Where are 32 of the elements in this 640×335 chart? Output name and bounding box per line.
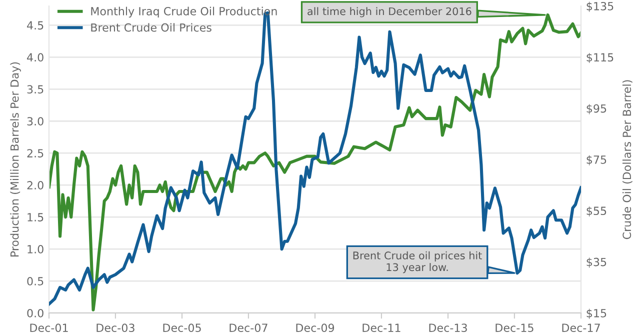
x-tick-label: Dec-01 <box>30 324 68 332</box>
y-axis-title: Production (Million Barrels Per Day) <box>10 62 21 256</box>
y-tick-label: 2.0 <box>27 181 44 190</box>
y-tick-label: 0.0 <box>27 308 44 318</box>
x-tick-label: Dec-03 <box>96 324 134 332</box>
x-tick-label: Dec-13 <box>429 324 467 332</box>
x-tick-label: Dec-07 <box>230 324 268 332</box>
x-tick-label: Dec-11 <box>362 324 400 332</box>
x-tick-label: Dec-15 <box>496 324 534 332</box>
x-tick-label: Dec-09 <box>296 324 334 332</box>
y2-tick-label: $95 <box>586 104 606 114</box>
x-tick-label: Dec-17 <box>562 324 600 332</box>
y2-tick-label: $75 <box>586 155 606 166</box>
y-tick-label: 4.0 <box>27 53 44 62</box>
y2-tick-label: $55 <box>586 206 606 217</box>
legend-label: Brent Crude Oil Prices <box>91 23 212 32</box>
x-tick-label: Dec-05 <box>163 324 201 332</box>
y2-tick-label: $115 <box>586 52 614 64</box>
y2-tick-label: $135 <box>586 2 614 12</box>
y-tick-label: 3.0 <box>27 117 44 126</box>
y-tick-label: 4.5 <box>27 21 44 30</box>
annotation: all time high in December 2016 <box>308 7 472 18</box>
y2-tick-label: $15 <box>586 308 606 319</box>
annotation: Brent Crude oil prices hit 13 year low. <box>353 251 482 274</box>
y-tick-label: 1.5 <box>28 213 44 222</box>
y-tick-label: 3.5 <box>27 85 44 94</box>
legend-label: Monthly Iraq Crude Oil Production <box>91 6 277 18</box>
y2-axis-title: Crude Oil (Dollars Per Barrel) <box>622 80 632 240</box>
y-tick-label: 2.5 <box>27 149 44 158</box>
y-tick-label: 1.0 <box>28 245 44 254</box>
y2-tick-label: $35 <box>586 258 606 268</box>
y-tick-label: 0.5 <box>27 276 44 286</box>
